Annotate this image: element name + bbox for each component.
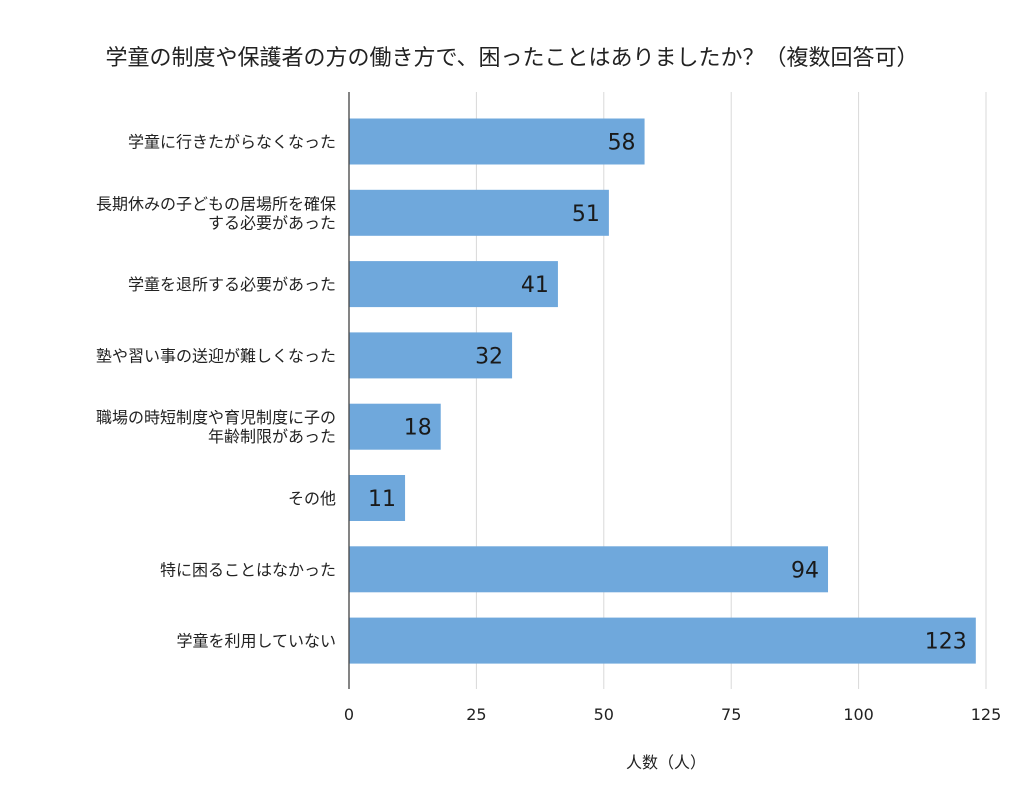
bar: [349, 403, 441, 450]
x-tick-label: 75: [721, 705, 741, 724]
x-tick-label: 0: [344, 705, 354, 724]
x-tick-label: 125: [971, 705, 1002, 724]
category-label-line: 学童を退所する必要があった: [128, 275, 336, 294]
bar-value-label: 11: [368, 487, 396, 512]
x-tick-label: 100: [843, 705, 874, 724]
bar: [349, 546, 829, 593]
bar-value-label: 58: [608, 131, 636, 156]
bar: [349, 118, 645, 165]
bar-value-label: 123: [925, 630, 967, 655]
bar-value-label: 41: [521, 273, 549, 298]
category-label-line: 学童に行きたがらなくなった: [128, 133, 336, 152]
category-label: 学童を退所する必要があった: [128, 275, 336, 294]
category-label-line: する必要があった: [208, 213, 336, 232]
category-label: 学童を利用していない: [176, 632, 336, 651]
bar: [349, 475, 406, 521]
x-tick-label: 25: [466, 705, 486, 724]
chart-title: 学童の制度や保護者の方の働き方で、困ったことはありましたか？（複数回答可）: [105, 46, 918, 71]
bar-value-label: 94: [791, 558, 819, 583]
x-axis-title: 人数（人）: [626, 753, 706, 772]
bar: [349, 261, 558, 308]
category-label: その他: [288, 489, 336, 508]
category-label-line: その他: [288, 489, 336, 508]
category-label: 長期休みの子どもの居場所を確保する必要があった: [96, 194, 336, 232]
x-tick-label: 50: [594, 705, 614, 724]
bar-value-label: 51: [572, 202, 600, 227]
category-label-line: 長期休みの子どもの居場所を確保: [96, 194, 336, 213]
category-label: 塾や習い事の送迎が難しくなった: [96, 346, 336, 365]
category-label-line: 年齢制限があった: [208, 427, 336, 446]
bar: [349, 332, 513, 379]
category-labels: 学童に行きたがらなくなった長期休みの子どもの居場所を確保する必要があった学童を退…: [96, 133, 336, 651]
category-label-line: 塾や習い事の送迎が難しくなった: [96, 346, 336, 365]
category-label-line: 学童を利用していない: [176, 632, 336, 651]
value-labels: 58 51 41 32 18 11 94 123: [368, 131, 967, 655]
bar: [349, 189, 609, 236]
category-label-line: 特に困ることはなかった: [160, 560, 336, 579]
category-label: 特に困ることはなかった: [160, 560, 336, 579]
category-label: 職場の時短制度や育児制度に子の年齢制限があった: [96, 408, 336, 446]
bar: [349, 617, 976, 664]
bar-value-label: 32: [475, 344, 503, 369]
bars: [349, 118, 976, 664]
bar-value-label: 18: [404, 416, 432, 441]
category-label: 学童に行きたがらなくなった: [128, 133, 336, 152]
gridlines: [475, 92, 987, 689]
x-tick-labels: 0 25 50 75 100 125: [344, 705, 1001, 724]
category-label-line: 職場の時短制度や育児制度に子の: [96, 408, 336, 427]
